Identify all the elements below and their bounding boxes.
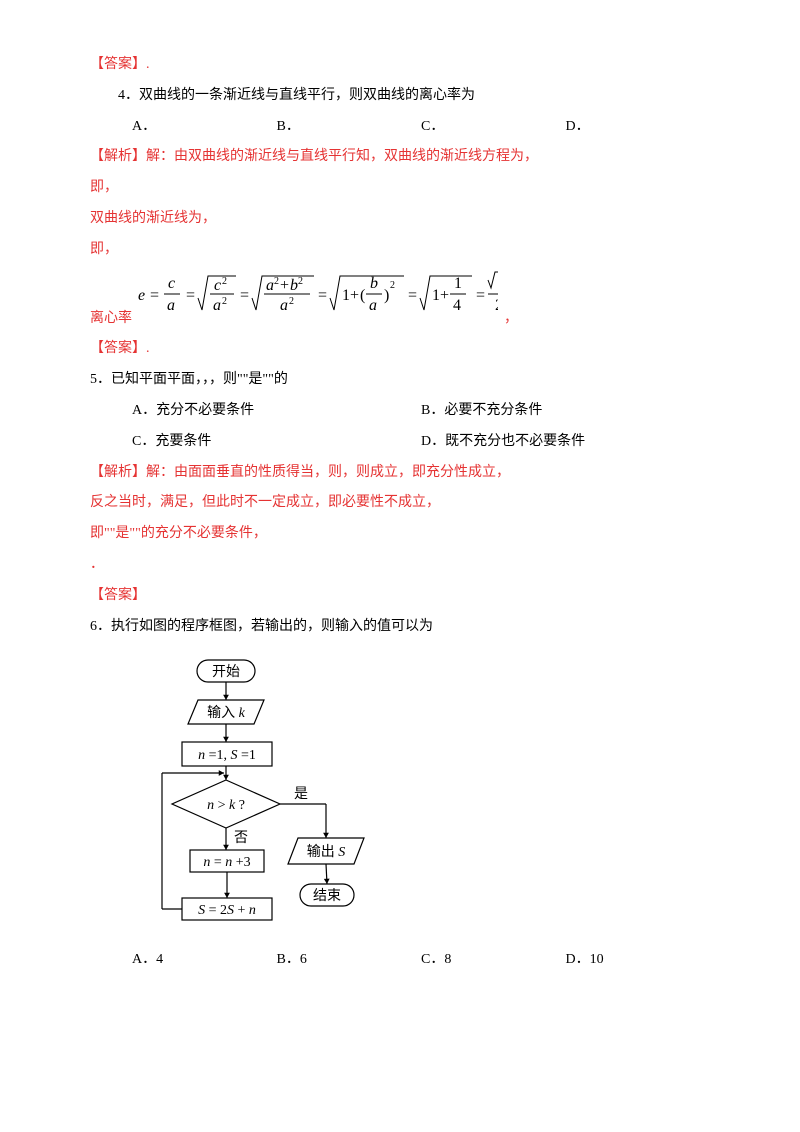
svg-text:+: + bbox=[440, 287, 449, 304]
q4-analysis-4: 即， bbox=[90, 235, 710, 266]
q4-analysis-label: 【解析】 bbox=[90, 149, 146, 164]
q6-option-a: A．4 bbox=[132, 945, 277, 976]
q6-options: A．4 B．6 C．8 D．10 bbox=[90, 945, 710, 976]
q4-option-b: B． bbox=[277, 112, 422, 143]
svg-text:+: + bbox=[280, 277, 289, 294]
svg-text:2: 2 bbox=[495, 297, 498, 314]
svg-text:结束: 结束 bbox=[313, 888, 341, 904]
svg-text:2: 2 bbox=[222, 296, 227, 307]
svg-text:n > k ?: n > k ? bbox=[207, 798, 245, 813]
svg-text:a: a bbox=[213, 297, 221, 314]
svg-text:a: a bbox=[369, 297, 377, 314]
svg-text:=: = bbox=[318, 287, 327, 304]
q5-option-b: B．必要不充分条件 bbox=[421, 396, 710, 427]
svg-text:n = n +3: n = n +3 bbox=[203, 855, 250, 870]
q4-formula-prefix: 离心率 bbox=[90, 304, 132, 335]
q5-option-c: C．充要条件 bbox=[132, 427, 421, 458]
svg-text:1: 1 bbox=[432, 287, 440, 304]
q5-analysis-2: 反之当时，满足，但此时不一定成立，即必要性不成立， bbox=[90, 488, 710, 519]
q4-analysis-2: 即， bbox=[90, 173, 710, 204]
q6-number: 6． bbox=[90, 619, 111, 634]
q4-formula-line: 离心率 e = c a = c2 a2 = a2 + b2 bbox=[90, 266, 710, 335]
q4-option-a: A． bbox=[132, 112, 277, 143]
svg-text:输入 k: 输入 k bbox=[207, 705, 246, 721]
q5-options-row2: C．充要条件 D．既不充分也不必要条件 bbox=[90, 427, 710, 458]
svg-text:a: a bbox=[280, 297, 288, 314]
q4-option-c: C． bbox=[421, 112, 566, 143]
svg-text:n =1, S =1: n =1, S =1 bbox=[198, 748, 256, 763]
svg-text:=: = bbox=[150, 287, 159, 304]
svg-text:1: 1 bbox=[454, 275, 462, 292]
svg-text:=: = bbox=[186, 287, 195, 304]
svg-text:4: 4 bbox=[453, 297, 461, 314]
q5-analysis-3: 即""是""的充分不必要条件， bbox=[90, 519, 710, 550]
q6-option-d: D．10 bbox=[566, 945, 711, 976]
svg-text:2: 2 bbox=[274, 276, 279, 287]
svg-text:a: a bbox=[167, 297, 175, 314]
q6-question: 6．执行如图的程序框图，若输出的，则输入的值可以为 bbox=[90, 612, 710, 643]
q5-text: 已知平面平面，，，则""是""的 bbox=[111, 372, 288, 387]
q5-analysis-1: 【解析】解：由面面垂直的性质得当，则，则成立，即充分性成立， bbox=[90, 458, 710, 489]
svg-text:1: 1 bbox=[342, 287, 350, 304]
q5-analysis-4: ． bbox=[90, 550, 710, 581]
q5-analysis-label: 【解析】 bbox=[90, 465, 146, 480]
q4-analysis-3: 双曲线的渐近线为， bbox=[90, 204, 710, 235]
q6-text: 执行如图的程序框图，若输出的，则输入的值可以为 bbox=[111, 619, 433, 634]
svg-text:2: 2 bbox=[390, 280, 395, 291]
q4-analysis-text1: 解：由双曲线的渐近线与直线平行知，双曲线的渐近线方程为， bbox=[146, 149, 538, 164]
svg-text:开始: 开始 bbox=[212, 664, 240, 680]
svg-text:(: ( bbox=[360, 287, 365, 304]
q4-number: 4． bbox=[118, 88, 139, 103]
q5-option-d: D．既不充分也不必要条件 bbox=[421, 427, 710, 458]
q4-option-d: D． bbox=[566, 112, 711, 143]
q5-options-row1: A．充分不必要条件 B．必要不充分条件 bbox=[90, 396, 710, 427]
svg-text:2: 2 bbox=[289, 296, 294, 307]
q4-question: 4．双曲线的一条渐近线与直线平行，则双曲线的离心率为 bbox=[90, 81, 710, 112]
svg-text:2: 2 bbox=[298, 276, 303, 287]
q4-options: A． B． C． D． bbox=[90, 112, 710, 143]
q4-formula: e = c a = c2 a2 = a2 + b2 a2 = bbox=[138, 266, 498, 335]
q5-number: 5． bbox=[90, 372, 111, 387]
q4-analysis-1: 【解析】解：由双曲线的渐近线与直线平行知，双曲线的渐近线方程为， bbox=[90, 142, 710, 173]
svg-text:b: b bbox=[290, 277, 298, 294]
svg-text:): ) bbox=[384, 287, 389, 304]
q5-analysis-text1: 解：由面面垂直的性质得当，则，则成立，即充分性成立， bbox=[146, 465, 510, 480]
q6-option-b: B．6 bbox=[277, 945, 422, 976]
svg-text:2: 2 bbox=[222, 276, 227, 287]
q5-answer: 【答案】 bbox=[90, 581, 710, 612]
svg-text:是: 是 bbox=[294, 787, 308, 802]
svg-text:+: + bbox=[350, 287, 359, 304]
svg-text:S = 2S + n: S = 2S + n bbox=[198, 903, 256, 918]
q5-option-a: A．充分不必要条件 bbox=[132, 396, 421, 427]
q4-formula-suffix: ， bbox=[504, 304, 518, 335]
svg-text:=: = bbox=[476, 287, 485, 304]
q6-flowchart: 开始输入 k n =1, S =1 n > k ? 输出 S 结束 n = n +3 S =… bbox=[102, 652, 710, 945]
svg-text:e: e bbox=[138, 287, 145, 304]
svg-text:否: 否 bbox=[234, 831, 248, 846]
svg-text:=: = bbox=[408, 287, 417, 304]
svg-text:a: a bbox=[266, 277, 274, 294]
svg-text:b: b bbox=[370, 275, 378, 292]
q5-question: 5．已知平面平面，，，则""是""的 bbox=[90, 365, 710, 396]
q3-answer: 【答案】. bbox=[90, 50, 710, 81]
svg-text:=: = bbox=[240, 287, 249, 304]
q4-answer: 【答案】. bbox=[90, 334, 710, 365]
svg-text:输出 S: 输出 S bbox=[307, 844, 346, 860]
q6-option-c: C．8 bbox=[421, 945, 566, 976]
q4-text: 双曲线的一条渐近线与直线平行，则双曲线的离心率为 bbox=[139, 88, 475, 103]
svg-text:c: c bbox=[168, 275, 175, 292]
svg-text:c: c bbox=[214, 277, 221, 294]
